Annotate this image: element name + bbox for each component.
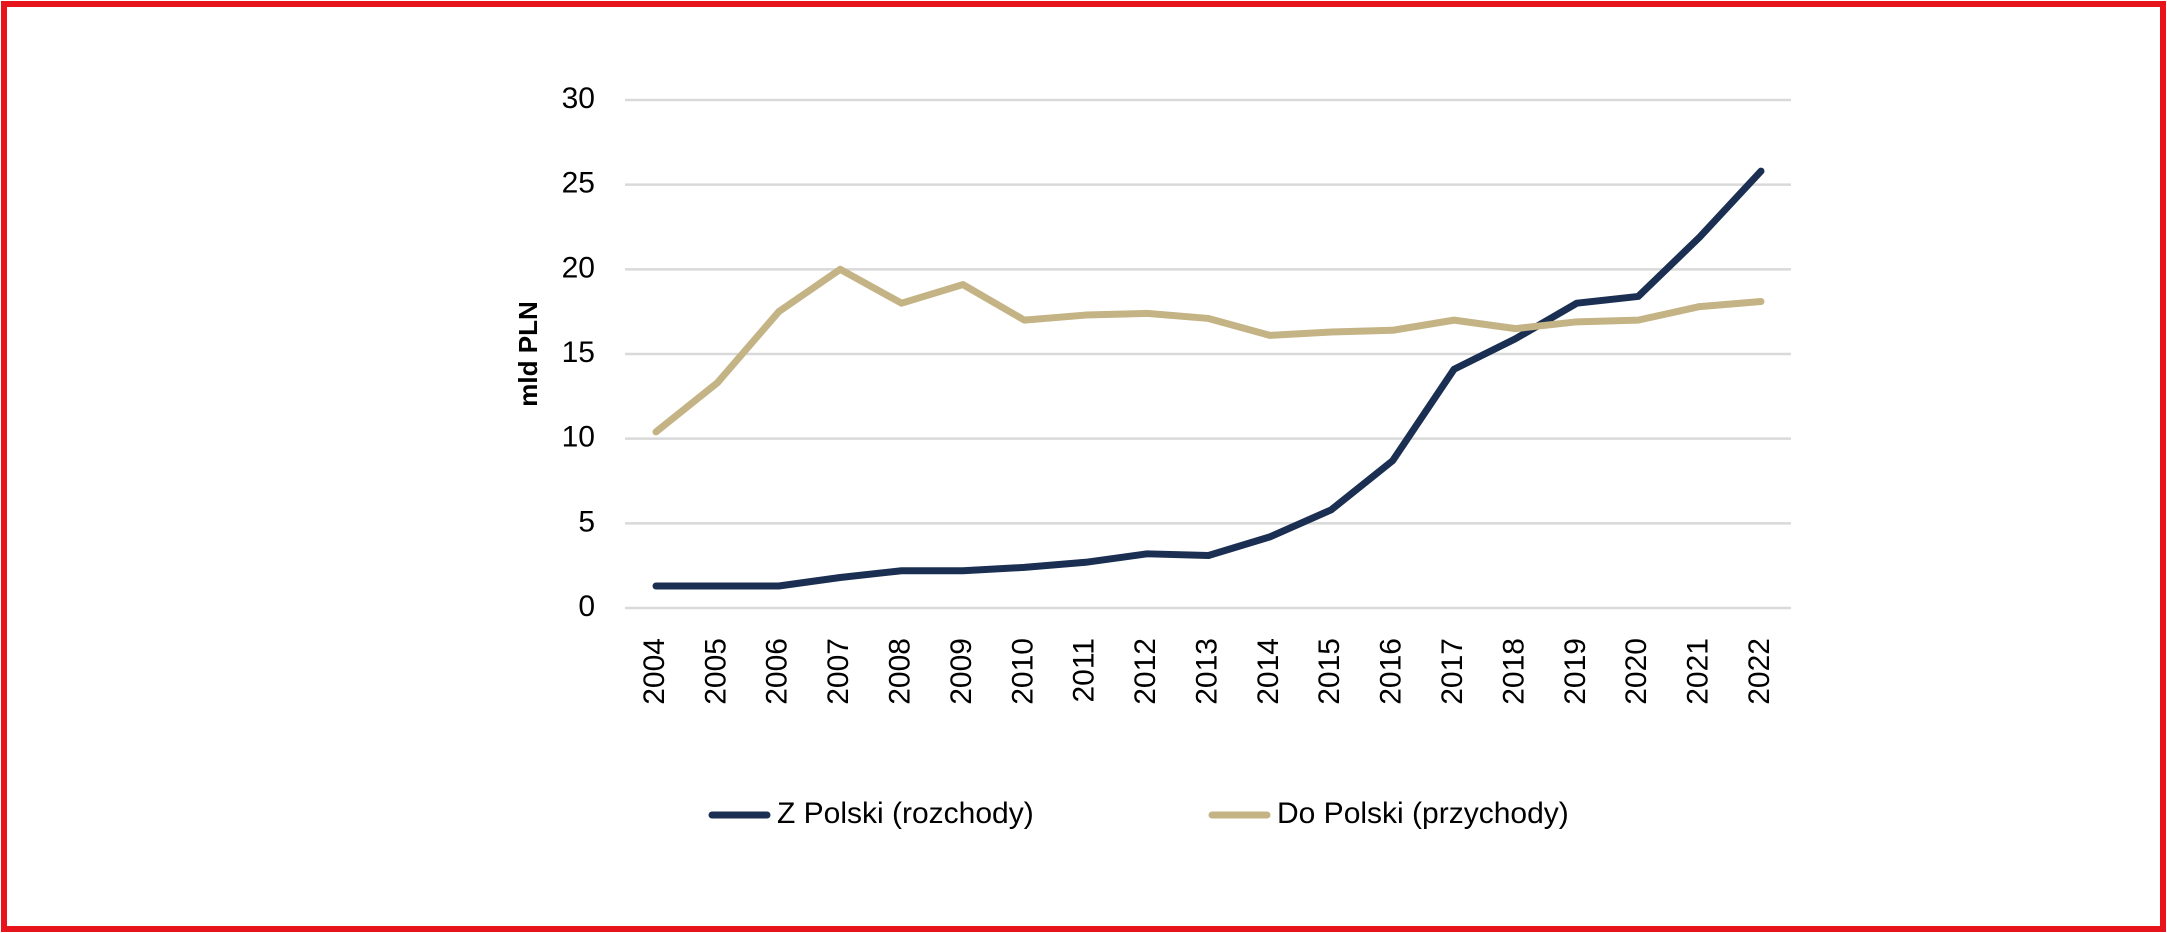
x-tick-label: 2009 — [945, 638, 978, 705]
x-tick-label: 2014 — [1252, 638, 1285, 705]
y-tick-label: 20 — [562, 251, 595, 284]
x-tick-label: 2020 — [1620, 638, 1653, 705]
y-tick-label: 0 — [578, 590, 595, 623]
x-tick-label: 2008 — [883, 638, 916, 705]
legend-label: Do Polski (przychody) — [1277, 797, 1569, 830]
x-tick-label: 2019 — [1559, 638, 1592, 705]
x-tick-label: 2005 — [699, 638, 732, 705]
x-tick-label: 2022 — [1743, 638, 1776, 705]
y-tick-label: 25 — [562, 167, 595, 200]
x-tick-label: 2013 — [1190, 638, 1223, 705]
x-tick-label: 2016 — [1375, 638, 1408, 705]
x-tick-label: 2004 — [638, 638, 671, 705]
y-tick-label: 5 — [578, 505, 595, 538]
line — [652, 167, 1765, 590]
y-tick-label: 15 — [562, 336, 595, 369]
x-tick-label: 2018 — [1497, 638, 1530, 705]
x-tick-label: 2012 — [1129, 638, 1162, 705]
y-tick-label: 30 — [562, 82, 595, 115]
x-tick-label: 2006 — [761, 638, 794, 705]
line — [652, 265, 1765, 436]
x-tick-label: 2007 — [822, 638, 855, 705]
x-tick-label: 2011 — [1068, 638, 1101, 703]
y-axis-label: mld PLN — [513, 301, 543, 406]
x-tick-label: 2017 — [1436, 638, 1469, 705]
legend-label: Z Polski (rozchody) — [777, 797, 1034, 830]
x-tick-label: 2021 — [1682, 638, 1715, 705]
x-tick-label: 2015 — [1313, 638, 1346, 705]
x-tick-label: 2010 — [1006, 638, 1039, 705]
y-tick-label: 10 — [562, 421, 595, 454]
